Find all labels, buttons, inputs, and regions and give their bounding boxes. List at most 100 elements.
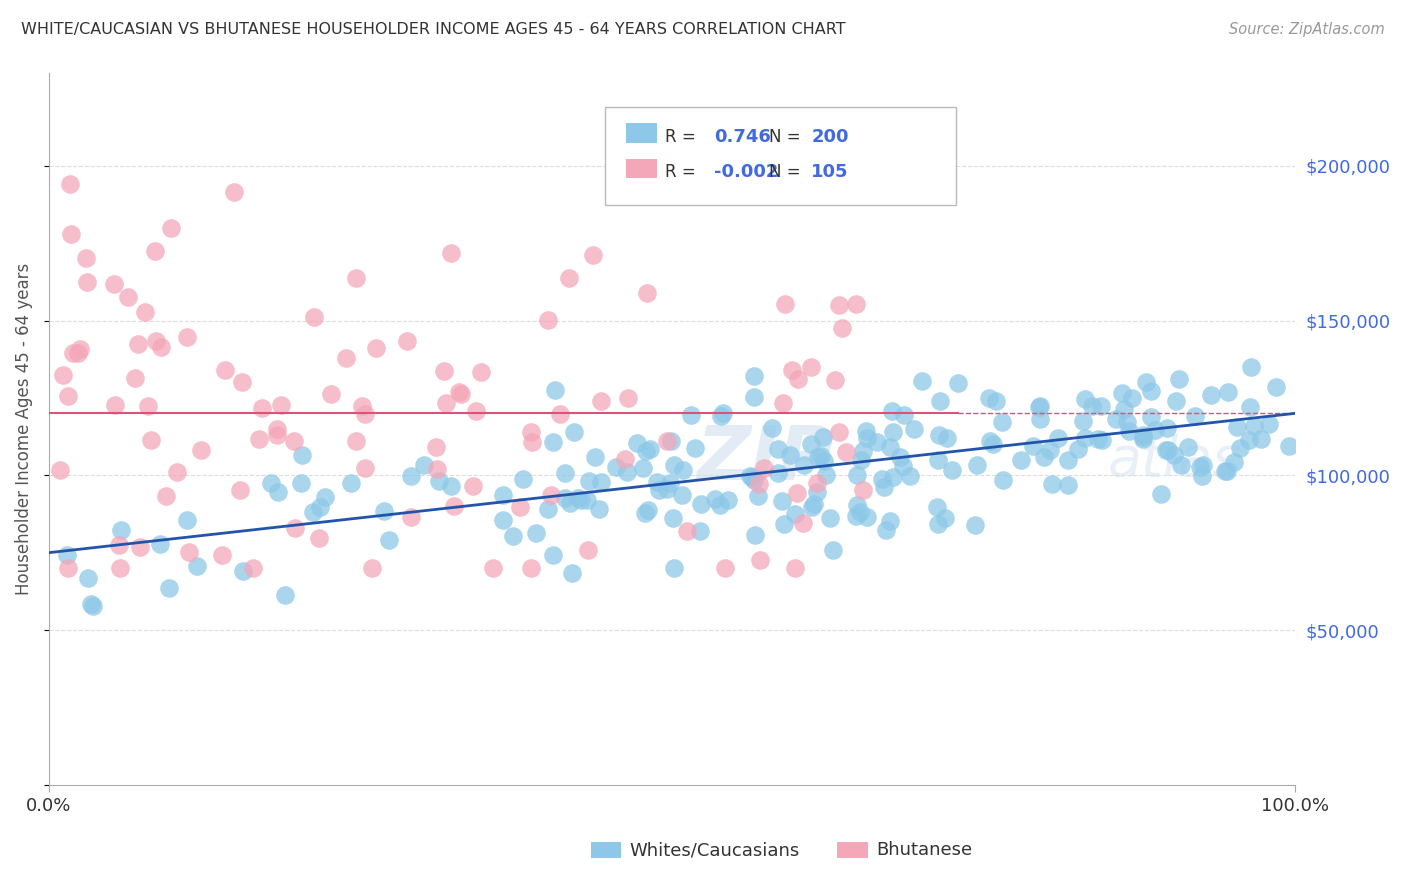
Point bbox=[792, 516, 814, 530]
Point bbox=[1111, 385, 1133, 400]
Point bbox=[831, 321, 853, 335]
Point bbox=[267, 484, 290, 499]
Point bbox=[1022, 439, 1045, 453]
Point bbox=[1240, 359, 1263, 374]
Point bbox=[966, 458, 988, 472]
Point bbox=[1156, 421, 1178, 435]
Point bbox=[588, 501, 610, 516]
Point bbox=[889, 450, 911, 464]
Point bbox=[399, 468, 422, 483]
Point bbox=[157, 582, 180, 596]
Point bbox=[614, 452, 637, 467]
Point bbox=[710, 409, 733, 423]
Point bbox=[509, 500, 531, 514]
Point bbox=[662, 458, 685, 473]
Point bbox=[82, 599, 104, 613]
Point bbox=[1074, 392, 1097, 406]
Point bbox=[873, 480, 896, 494]
Point bbox=[773, 516, 796, 531]
Point bbox=[1239, 434, 1261, 448]
Point bbox=[870, 472, 893, 486]
Point bbox=[1188, 460, 1211, 475]
Point bbox=[813, 430, 835, 444]
Point bbox=[1265, 380, 1288, 394]
Point bbox=[1250, 432, 1272, 446]
Point bbox=[582, 248, 605, 262]
Point bbox=[124, 371, 146, 385]
Point bbox=[1040, 477, 1063, 491]
Text: -0.002: -0.002 bbox=[714, 163, 779, 181]
Point bbox=[800, 359, 823, 374]
Point bbox=[450, 387, 472, 401]
Point bbox=[60, 227, 83, 242]
Point bbox=[166, 466, 188, 480]
Point bbox=[308, 532, 330, 546]
Point bbox=[561, 566, 583, 580]
Point bbox=[541, 435, 564, 450]
Point bbox=[270, 399, 292, 413]
Point bbox=[117, 290, 139, 304]
Point bbox=[470, 365, 492, 379]
Text: atlas: atlas bbox=[1108, 434, 1241, 486]
Point bbox=[149, 536, 172, 550]
Point bbox=[443, 499, 465, 513]
Point bbox=[662, 561, 685, 575]
Text: Source: ZipAtlas.com: Source: ZipAtlas.com bbox=[1229, 22, 1385, 37]
Point bbox=[108, 538, 131, 552]
Point bbox=[744, 527, 766, 541]
Point bbox=[749, 553, 772, 567]
Point bbox=[814, 468, 837, 483]
Point bbox=[291, 448, 314, 462]
Point bbox=[134, 305, 156, 319]
Point bbox=[427, 474, 450, 488]
Point bbox=[681, 408, 703, 422]
Point bbox=[176, 512, 198, 526]
Point bbox=[314, 490, 336, 504]
Point bbox=[290, 476, 312, 491]
Point bbox=[849, 505, 872, 519]
Point bbox=[76, 572, 98, 586]
Point bbox=[979, 434, 1001, 448]
Point bbox=[928, 394, 950, 409]
Point bbox=[69, 343, 91, 357]
Point bbox=[190, 442, 212, 457]
Point bbox=[1140, 410, 1163, 425]
Point bbox=[449, 384, 471, 399]
Point bbox=[353, 461, 375, 475]
Point bbox=[502, 529, 524, 543]
Point bbox=[856, 431, 879, 445]
Point bbox=[1132, 428, 1154, 442]
Point bbox=[540, 488, 562, 502]
Point bbox=[1028, 400, 1050, 414]
Point bbox=[127, 337, 149, 351]
Point bbox=[766, 442, 789, 457]
Point bbox=[772, 395, 794, 409]
Point bbox=[676, 524, 699, 538]
Point bbox=[378, 533, 401, 548]
Point bbox=[766, 466, 789, 480]
Point bbox=[748, 477, 770, 491]
Point bbox=[425, 440, 447, 454]
Point bbox=[558, 270, 581, 285]
Point bbox=[671, 488, 693, 502]
Point bbox=[754, 460, 776, 475]
Point bbox=[1074, 431, 1097, 445]
Text: 0.746: 0.746 bbox=[714, 128, 770, 145]
Point bbox=[1199, 388, 1222, 402]
Point bbox=[835, 445, 858, 459]
Point bbox=[339, 476, 361, 491]
Point bbox=[395, 334, 418, 348]
Point bbox=[62, 345, 84, 359]
Point bbox=[903, 422, 925, 436]
Point bbox=[891, 458, 914, 473]
Point bbox=[186, 559, 208, 574]
Point bbox=[76, 276, 98, 290]
Point bbox=[413, 458, 436, 473]
Point bbox=[537, 501, 560, 516]
Point bbox=[537, 312, 560, 326]
Point bbox=[491, 513, 513, 527]
Point bbox=[747, 489, 769, 503]
Point bbox=[657, 434, 679, 448]
Point bbox=[520, 425, 543, 439]
Point bbox=[1157, 443, 1180, 458]
